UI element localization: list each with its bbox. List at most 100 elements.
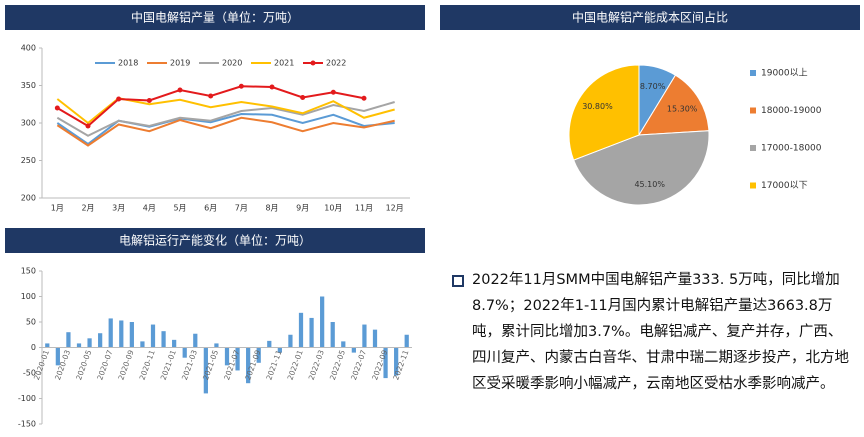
pie-slice [572, 130, 710, 206]
x-tick-label: 2020-09 [116, 349, 135, 382]
chart-title: 中国电解铝产量（单位：万吨） [131, 10, 299, 25]
x-tick-label: 4月 [143, 204, 156, 213]
x-tick-label: 5月 [173, 204, 186, 213]
x-tick-label: 1月 [51, 204, 64, 213]
point [54, 105, 60, 111]
x-tick-label: 2022-03 [307, 349, 326, 382]
slice-label: 15.30% [667, 104, 698, 113]
point [177, 87, 183, 93]
title-bar [5, 5, 425, 30]
legend-label: 2021 [274, 59, 294, 68]
bar [341, 341, 346, 348]
bar [277, 347, 282, 353]
y-tick-label: 100 [21, 292, 36, 301]
bar [309, 317, 314, 348]
point [361, 95, 367, 101]
y-tick-label: 0 [31, 343, 36, 352]
y-tick-label: -50 [23, 369, 36, 378]
legend-label: 17000以下 [761, 181, 808, 191]
legend-label: 2020 [222, 59, 242, 68]
pie-slice [638, 74, 710, 136]
y-tick-label: -150 [18, 420, 36, 429]
bar [76, 343, 82, 348]
bar [119, 320, 124, 348]
chart-title: 中国电解铝产能成本区间占比 [572, 10, 728, 25]
x-tick-label: 11月 [355, 204, 373, 213]
bar [108, 318, 113, 348]
legend-label: 2019 [170, 59, 190, 68]
y-tick-label: 250 [21, 156, 36, 165]
x-tick-label: 2022-07 [349, 349, 368, 382]
bar [320, 296, 325, 348]
pie-slice [568, 64, 640, 161]
x-tick-label: 12月 [386, 204, 404, 213]
legend-swatch [750, 70, 756, 76]
bar [383, 347, 388, 379]
bar [267, 340, 272, 348]
y-tick-label: 350 [21, 81, 36, 90]
legend-label: 17000-18000 [761, 144, 822, 154]
series-line [56, 101, 395, 137]
chart-title: 电解铝运行产能变化（单位：万吨） [119, 233, 311, 248]
bar [298, 312, 304, 348]
x-tick-label: 8月 [265, 204, 278, 213]
slice-label: 30.80% [582, 102, 613, 111]
y-tick-label: -100 [18, 394, 36, 403]
bar [256, 347, 261, 363]
legend-swatch [750, 107, 756, 114]
slice-label: 8.70% [640, 82, 666, 91]
y-tick-label: 150 [21, 267, 36, 276]
point [85, 123, 91, 129]
bar [182, 347, 187, 358]
bar [150, 324, 156, 348]
bar [66, 332, 71, 348]
x-tick-label: 6月 [204, 204, 217, 213]
title-bar [440, 5, 860, 30]
y-tick-label: 50 [26, 318, 36, 327]
y-tick-label: 400 [21, 44, 36, 53]
x-tick-label: 3月 [112, 204, 125, 213]
y-tick-label: 300 [21, 119, 36, 128]
x-tick-label: 2022-05 [328, 349, 347, 382]
bar [45, 343, 50, 348]
title-bar [5, 228, 425, 253]
bar [288, 334, 293, 348]
x-tick-label: 2月 [81, 204, 94, 213]
bar [87, 338, 92, 348]
x-tick-label: 7月 [235, 204, 248, 213]
series-line [56, 116, 395, 147]
legend-swatch [750, 182, 756, 189]
bar [224, 347, 230, 366]
bar [235, 347, 240, 371]
point [208, 93, 214, 99]
x-tick-label: 2021-01 [159, 349, 178, 382]
legend-marker [310, 60, 316, 66]
bar [193, 333, 198, 348]
series-line [56, 112, 395, 146]
legend-label: 19000以上 [761, 68, 808, 79]
x-tick-label: 2020-11 [138, 349, 157, 382]
y-tick-label: 200 [21, 194, 36, 203]
legend-label: 2022 [326, 59, 346, 68]
bar [172, 339, 177, 348]
bar [351, 347, 356, 353]
bullet [452, 275, 464, 287]
x-tick-label: 2020-01 [32, 349, 51, 382]
x-tick-label: 9月 [296, 204, 309, 213]
bar [330, 322, 335, 348]
bar [394, 347, 399, 376]
point [238, 83, 244, 89]
x-tick-label: 10月 [324, 204, 342, 213]
bar [161, 331, 166, 348]
x-tick-label: 2021-11 [264, 349, 283, 382]
bar [203, 347, 208, 394]
point [269, 84, 275, 90]
point [300, 95, 306, 100]
legend-swatch [750, 145, 756, 151]
point [116, 96, 122, 102]
bar [140, 341, 145, 348]
point [146, 98, 152, 103]
legend-label: 18000-19000 [761, 106, 822, 116]
